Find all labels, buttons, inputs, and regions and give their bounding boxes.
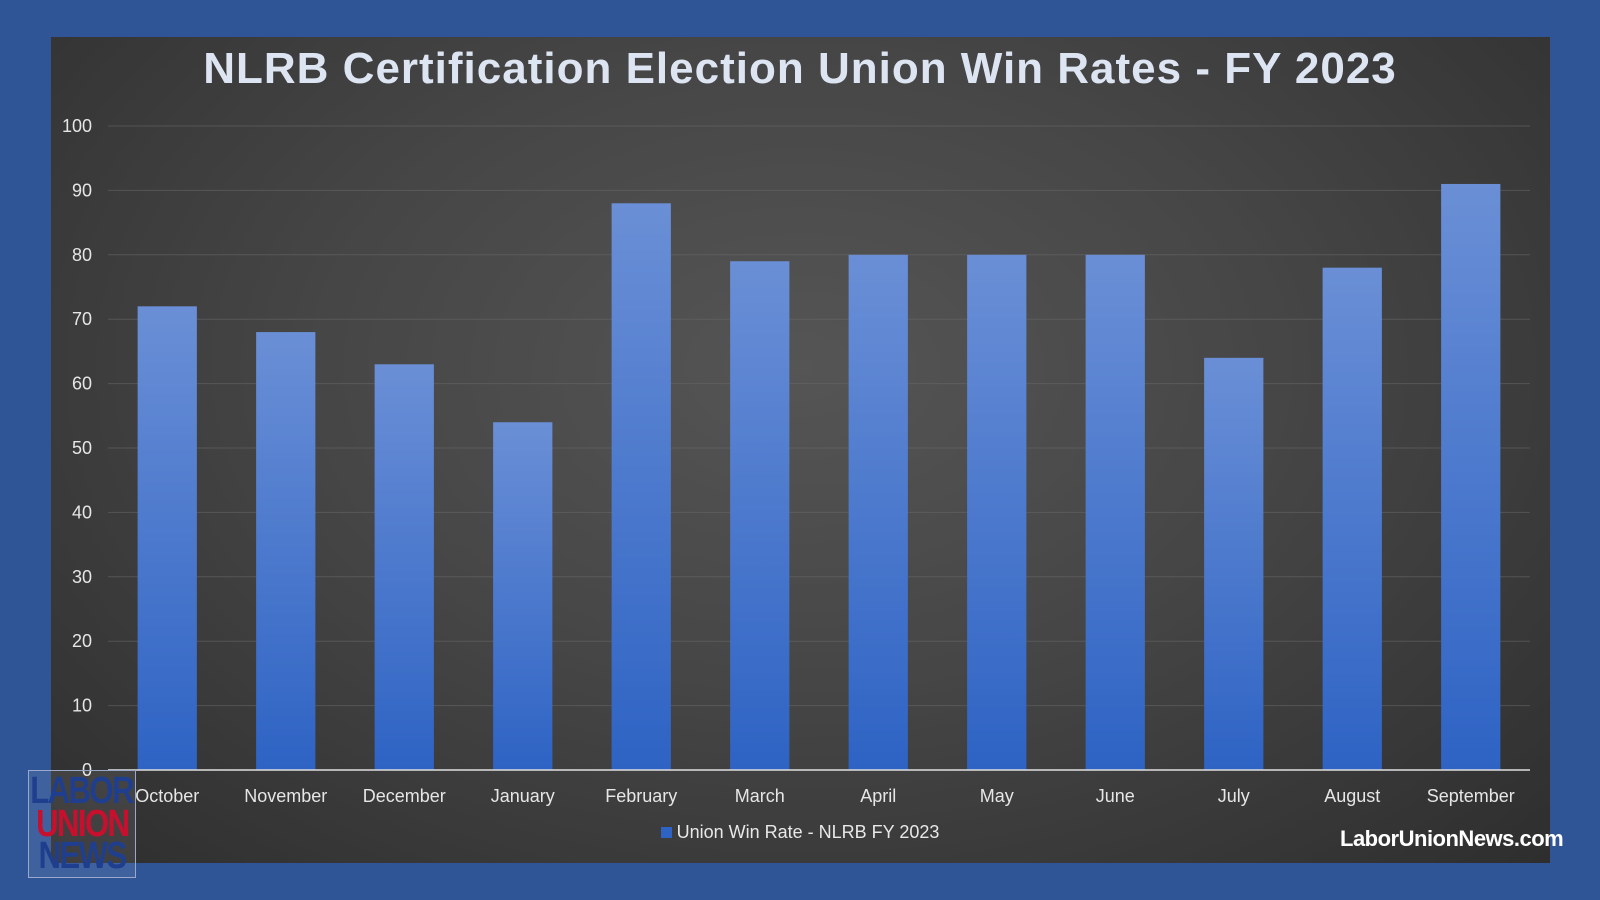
y-tick-label: 100 bbox=[62, 116, 92, 136]
bar-may bbox=[967, 254, 1027, 771]
bar-october bbox=[137, 306, 197, 770]
bar-july bbox=[1204, 357, 1264, 770]
x-tick-label-march: March bbox=[735, 786, 785, 806]
bar-january bbox=[493, 422, 553, 770]
y-tick-label: 10 bbox=[72, 696, 92, 716]
x-tick-label-april: April bbox=[860, 786, 896, 806]
bar-august bbox=[1322, 267, 1382, 770]
bar-november bbox=[256, 332, 316, 770]
x-tick-label-september: September bbox=[1427, 786, 1515, 806]
bar-june bbox=[1085, 254, 1145, 771]
site-url-watermark: LaborUnionNews.com bbox=[1340, 826, 1564, 851]
y-tick-label: 40 bbox=[72, 502, 92, 522]
logo-line-news: NEWS bbox=[38, 835, 128, 878]
x-tick-label-february: February bbox=[605, 786, 677, 806]
y-tick-label: 50 bbox=[72, 438, 92, 458]
y-tick-label: 80 bbox=[72, 245, 92, 265]
x-tick-label-november: November bbox=[244, 786, 327, 806]
chart-legend: Union Win Rate - NLRB FY 2023 bbox=[0, 822, 1600, 843]
bar-december bbox=[374, 364, 434, 770]
chart-title: NLRB Certification Election Union Win Ra… bbox=[203, 44, 1397, 93]
legend-swatch bbox=[660, 827, 672, 838]
x-tick-label-august: August bbox=[1324, 786, 1380, 806]
legend-label: Union Win Rate - NLRB FY 2023 bbox=[676, 822, 940, 842]
labor-union-news-logo: LABOR UNION NEWS bbox=[28, 770, 136, 878]
x-tick-label-may: May bbox=[980, 786, 1014, 806]
bar-march bbox=[730, 261, 790, 770]
x-tick-label-july: July bbox=[1218, 786, 1250, 806]
logo-line-labor: LABOR bbox=[30, 769, 135, 812]
logo-line-union: UNION bbox=[35, 802, 130, 845]
y-tick-label: 30 bbox=[72, 567, 92, 587]
bar-april bbox=[848, 254, 908, 771]
y-tick-label: 60 bbox=[72, 374, 92, 394]
x-tick-label-june: June bbox=[1096, 786, 1135, 806]
bar-february bbox=[611, 203, 671, 770]
x-tick-label-october: October bbox=[135, 786, 199, 806]
y-tick-label: 90 bbox=[72, 180, 92, 200]
bar-september bbox=[1441, 183, 1501, 770]
x-tick-label-january: January bbox=[491, 786, 555, 806]
y-tick-label: 20 bbox=[72, 631, 92, 651]
y-tick-label: 70 bbox=[72, 309, 92, 329]
x-tick-label-december: December bbox=[363, 786, 446, 806]
